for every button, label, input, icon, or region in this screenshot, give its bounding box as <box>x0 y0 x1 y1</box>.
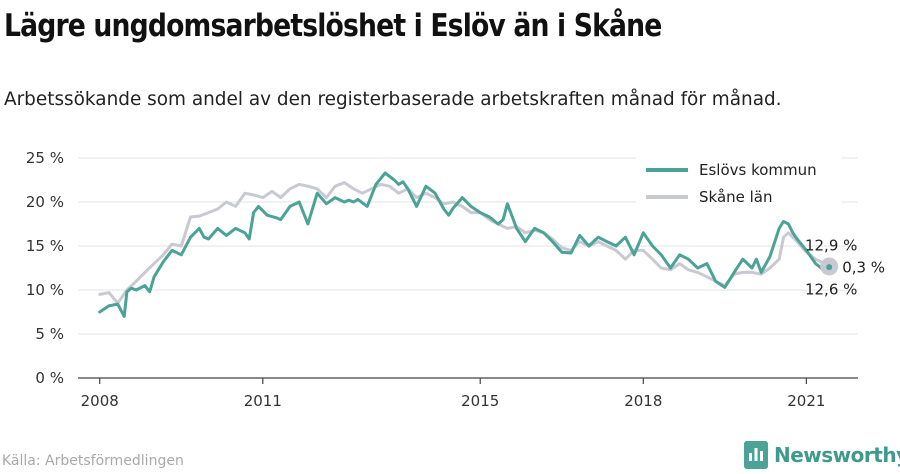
series-line-eslov <box>98 171 831 318</box>
end-label-eslov: 12,6 % <box>805 280 857 298</box>
brand-name: Newsworthy <box>774 443 900 467</box>
y-tick-label: 0 % <box>35 369 64 387</box>
y-tick-label: 20 % <box>26 193 64 211</box>
newsworthy-logo-icon <box>744 441 768 469</box>
y-tick-label: 15 % <box>26 237 64 255</box>
source-note: Källa: Arbetsförmedlingen <box>2 453 184 469</box>
x-tick-label: 2015 <box>461 392 499 410</box>
x-axis: 2008 2011 2015 2018 2021 <box>78 377 858 410</box>
y-tick-label: 5 % <box>35 325 64 343</box>
x-tick-label: 2021 <box>787 392 825 410</box>
chart-series <box>98 171 831 318</box>
x-tick-label: 2018 <box>624 392 662 410</box>
y-tick-label: 10 % <box>26 281 64 299</box>
chart-legend: Eslövs kommun Skåne län <box>636 155 842 215</box>
legend-background <box>636 155 842 215</box>
page-title: Lägre ungdomsarbetslöshet i Eslöv än i S… <box>4 8 662 44</box>
end-label-skane: 12,9 % <box>805 236 857 254</box>
y-axis-ticks: 0 % 5 % 10 % 15 % 20 % 25 % <box>26 149 64 387</box>
x-tick-label: 2008 <box>81 392 119 410</box>
page-subtitle: Arbetssökande som andel av den registerb… <box>4 88 782 110</box>
legend-label: Eslövs kommun <box>699 161 817 179</box>
end-label-difference: 0,3 % <box>842 258 885 276</box>
end-dot-eslov <box>826 264 833 271</box>
legend-label: Skåne län <box>699 188 773 206</box>
brand[interactable]: Newsworthy <box>744 440 900 470</box>
y-tick-label: 25 % <box>26 149 64 167</box>
end-annotations: 12,9 % 0,3 % 12,6 % <box>805 236 885 298</box>
x-tick-label: 2011 <box>244 392 282 410</box>
